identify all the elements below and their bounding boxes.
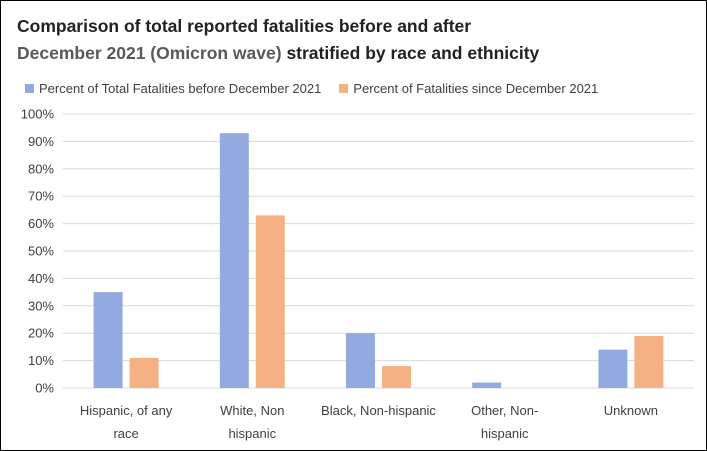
chart-title-emphasis: December 2021 (Omicron wave) (17, 43, 282, 63)
y-tick-label: 20% (28, 326, 54, 341)
legend-label-since: Percent of Fatalities since December 202… (353, 80, 599, 96)
bar-before-4 (598, 349, 628, 388)
y-tick-label: 0% (35, 381, 54, 396)
legend-swatch-since (339, 83, 349, 93)
y-tick-label: 30% (28, 298, 54, 313)
y-tick-label: 50% (28, 244, 54, 259)
x-category-label: Unknown (604, 403, 658, 418)
y-tick-label: 100% (21, 107, 55, 122)
x-axis-labels: Hispanic, of any race White, Non hispanic Bl… (80, 403, 658, 441)
x-category-label: Other, Non-hispanic (471, 403, 538, 441)
legend-item-since: Percent of Fatalities since December 202… (339, 81, 598, 96)
y-axis-ticks: 0% 10% 20% 30% 40% 50% 60% 70% 80% 90% 100% (21, 107, 55, 396)
grid-lines (63, 113, 694, 389)
bar-before-3 (472, 382, 502, 388)
chart-title-line-2: December 2021 (Omicron wave) stratified … (17, 40, 697, 67)
y-tick-label: 40% (28, 271, 54, 286)
chart-legend: Percent of Total Fatalities before Decem… (25, 79, 616, 97)
bar-before-2 (346, 333, 375, 388)
legend-swatch-before (25, 83, 34, 93)
bar-before-0 (93, 292, 123, 388)
y-tick-label: 90% (28, 134, 54, 149)
bar-since-2 (382, 366, 411, 388)
y-tick-label: 60% (28, 216, 54, 231)
chart-title: Comparison of total reported fatalities … (17, 13, 697, 67)
legend-label-before: Percent of Total Fatalities before Decem… (39, 80, 322, 96)
legend-item-before: Percent of Total Fatalities before Decem… (25, 81, 321, 96)
bar-since-1 (255, 215, 285, 388)
x-category-label: Black, Non-hispanic (321, 403, 436, 418)
y-tick-label: 80% (28, 161, 54, 176)
chart-title-line-1: Comparison of total reported fatalities … (17, 16, 472, 36)
x-category-label: Hispanic, of any race (80, 403, 173, 441)
bars (93, 133, 664, 388)
x-category-label: White, Non hispanic (220, 403, 284, 441)
y-tick-label: 70% (28, 189, 54, 204)
y-tick-label: 10% (28, 353, 54, 368)
bar-since-0 (129, 357, 159, 388)
chart-title-rest: stratified by race and ethnicity (281, 43, 540, 63)
bar-before-1 (219, 133, 249, 388)
bar-since-4 (634, 335, 664, 388)
